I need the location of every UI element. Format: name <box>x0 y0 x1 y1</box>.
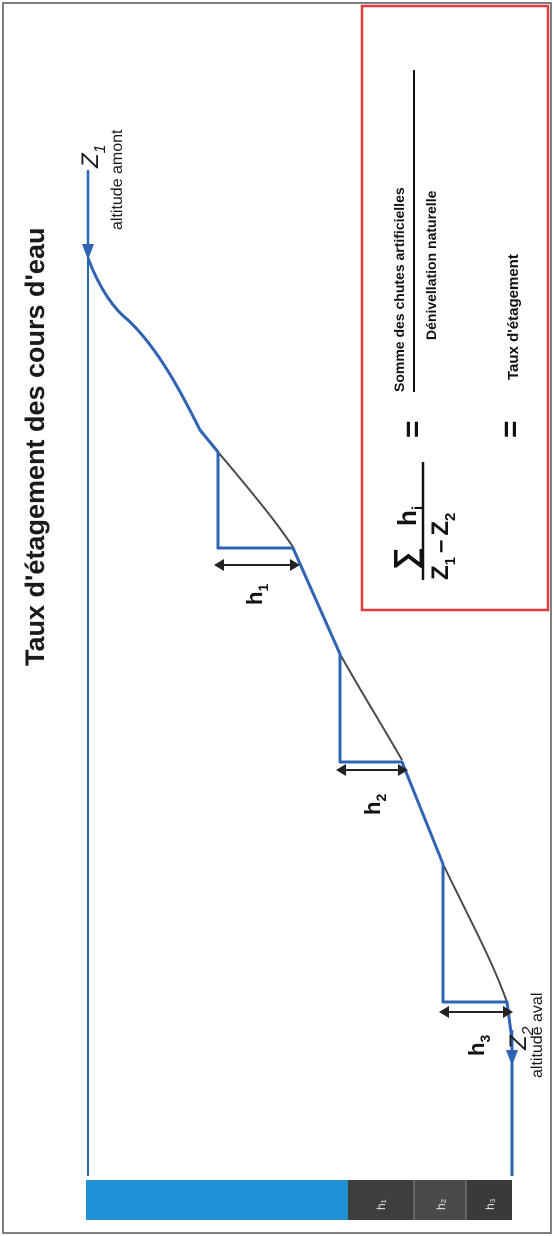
formula-frame <box>360 4 550 612</box>
formula-equals-1: = <box>396 420 429 438</box>
drop-h1: h1 <box>214 559 300 605</box>
diagram-title: Taux d'étagement des cours d'eau <box>20 228 50 666</box>
formula-word-numerator: Somme des chutes artificielles <box>391 187 407 392</box>
upstream-caption: altitude amont <box>109 129 126 230</box>
drop-h2: h2 <box>336 764 408 815</box>
formula-numerator: hi <box>392 506 427 526</box>
legend-bar-seg-h3 <box>466 1180 512 1220</box>
downstream-symbol: Z2 <box>505 1026 537 1051</box>
formula-equals-2: = <box>494 420 527 438</box>
svg-text:h1: h1 <box>242 584 271 605</box>
downstream-arrow-head <box>506 1050 518 1066</box>
formula-sigma: ∑ <box>387 547 424 570</box>
formula-box: ∑ hi Z1–Z2 = Somme des chutes artificiel… <box>360 4 550 612</box>
natural-profile-1 <box>217 451 294 548</box>
legend-bar-seg-h1 <box>348 1180 414 1220</box>
formula-denominator: Z1–Z2 <box>427 513 459 580</box>
formula-result: Taux d'étagement <box>505 254 522 380</box>
drop-h3: h3 <box>439 1006 513 1056</box>
legend-bar: h₁ h₂ h₃ <box>86 1180 512 1220</box>
upstream-arrow-head <box>82 244 94 260</box>
svg-text:h2: h2 <box>360 794 389 815</box>
legend-bar-label-h2: h₂ <box>434 1198 448 1210</box>
downstream-caption: altitude aval <box>529 993 546 1078</box>
natural-profile-2 <box>339 653 403 761</box>
legend-bar-label-h3: h₃ <box>483 1198 497 1210</box>
legend-bar-seg-h2 <box>414 1180 466 1220</box>
natural-profile-3 <box>442 863 508 1003</box>
upstream-symbol: Z1 <box>77 144 109 169</box>
river-profile <box>86 257 514 1176</box>
legend-bar-total <box>86 1180 348 1220</box>
svg-text:h3: h3 <box>464 1035 493 1056</box>
formula-word-denominator: Dénivellation naturelle <box>423 190 439 340</box>
legend-bar-label-h1: h₁ <box>374 1199 388 1210</box>
